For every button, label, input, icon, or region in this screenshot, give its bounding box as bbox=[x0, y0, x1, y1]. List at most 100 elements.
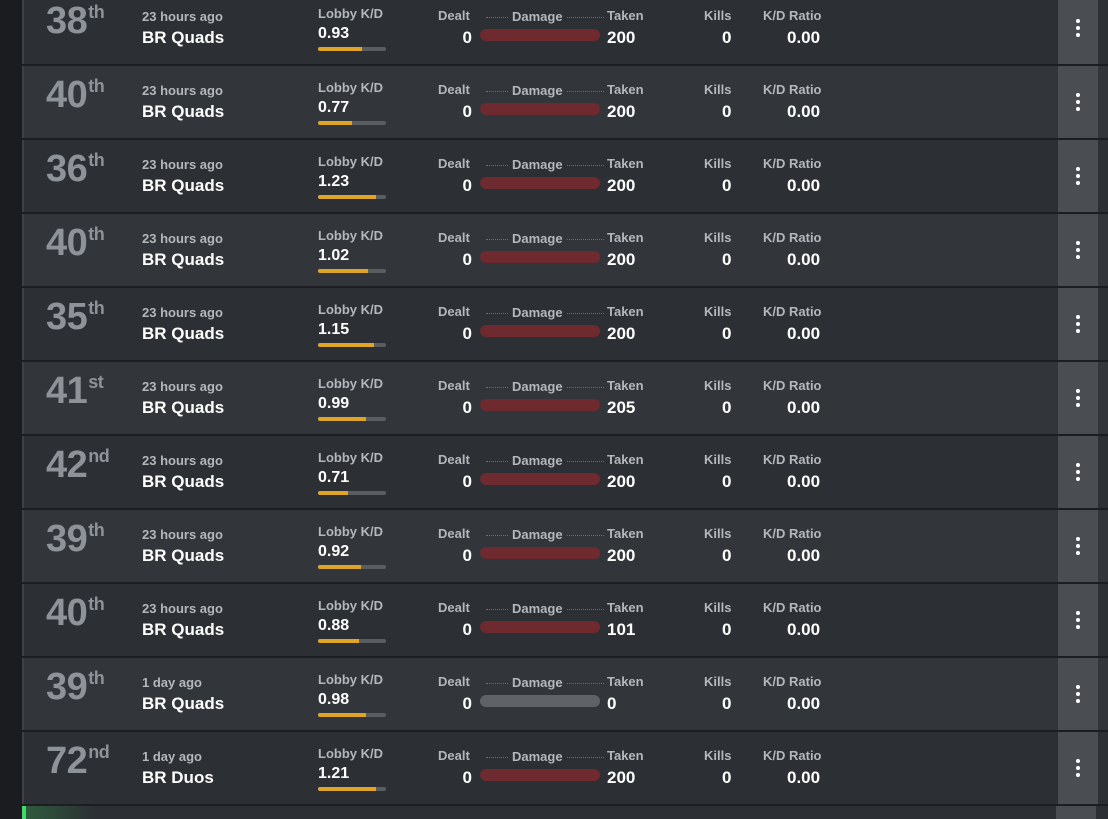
lobby-kd-bar-fill bbox=[318, 787, 376, 791]
lobby-kd-bar-fill bbox=[318, 565, 361, 569]
damage-bar bbox=[480, 769, 600, 781]
match-row[interactable]: 72nd 1 day ago BR Duos Lobby K/D 1.21 De… bbox=[22, 732, 1108, 804]
placement: 41st bbox=[46, 370, 104, 412]
kd-ratio-value: 0.00 bbox=[787, 28, 821, 47]
row-menu-button[interactable] bbox=[1058, 66, 1098, 138]
lobby-kd-bar-fill bbox=[318, 417, 366, 421]
damage-taken-value: 200 bbox=[607, 546, 636, 565]
lobby-kd-bar bbox=[318, 639, 386, 643]
lobby-kd-value: 0.93 bbox=[318, 25, 350, 42]
lobby-kd-label: Lobby K/D bbox=[318, 302, 383, 317]
dealt-label: Dealt bbox=[438, 600, 470, 615]
damage-label: Damage bbox=[508, 83, 567, 98]
match-row[interactable]: 40th 23 hours ago BR Quads Lobby K/D 0.7… bbox=[22, 66, 1108, 138]
match-row[interactable]: 42nd 23 hours ago BR Quads Lobby K/D 0.7… bbox=[22, 436, 1108, 508]
taken-label: Taken bbox=[607, 156, 644, 171]
kills-value: 0 bbox=[722, 324, 732, 343]
row-menu-button[interactable] bbox=[1058, 436, 1098, 508]
dealt-label: Dealt bbox=[438, 8, 470, 23]
row-menu-button[interactable] bbox=[1058, 362, 1098, 434]
kills-value: 0 bbox=[722, 398, 732, 417]
lobby-kd-value: 0.71 bbox=[318, 469, 350, 486]
placement-number: 38 bbox=[46, 0, 88, 42]
match-row[interactable]: 35th 23 hours ago BR Quads Lobby K/D 1.1… bbox=[22, 288, 1108, 360]
damage-bar bbox=[480, 177, 600, 189]
lobby-kd-bar bbox=[318, 565, 386, 569]
kills-value: 0 bbox=[722, 546, 732, 565]
row-menu-button[interactable] bbox=[1058, 140, 1098, 212]
damage-bar bbox=[480, 621, 600, 633]
row-menu-button[interactable] bbox=[1058, 658, 1098, 730]
placement-number: 42 bbox=[46, 444, 88, 486]
match-row[interactable]: 40th 23 hours ago BR Quads Lobby K/D 1.0… bbox=[22, 214, 1108, 286]
placement: 72nd bbox=[46, 742, 110, 780]
match-row[interactable]: 40th 23 hours ago BR Quads Lobby K/D 0.8… bbox=[22, 584, 1108, 656]
more-vertical-icon bbox=[1076, 463, 1080, 481]
placement-suffix: th bbox=[88, 224, 105, 244]
row-menu-button[interactable] bbox=[1058, 0, 1098, 64]
lobby-kd-bar bbox=[318, 343, 386, 347]
match-row[interactable]: 38th 23 hours ago BR Quads Lobby K/D 0.9… bbox=[22, 0, 1108, 64]
kills-label: Kills bbox=[704, 8, 732, 23]
more-vertical-icon bbox=[1076, 93, 1080, 111]
damage-label: Damage bbox=[508, 453, 567, 468]
match-mode: BR Quads bbox=[142, 102, 225, 121]
damage-taken-value: 200 bbox=[607, 768, 636, 787]
kd-ratio-label: K/D Ratio bbox=[763, 526, 822, 541]
kills-value: 0 bbox=[722, 28, 732, 47]
match-time: 1 day ago bbox=[142, 675, 202, 690]
row-menu-button[interactable] bbox=[1058, 510, 1098, 582]
damage-bar bbox=[480, 547, 600, 559]
damage-taken-value: 200 bbox=[607, 324, 636, 343]
kd-ratio-label: K/D Ratio bbox=[763, 452, 822, 467]
match-mode: BR Quads bbox=[142, 694, 225, 713]
match-time: 1 day ago bbox=[142, 749, 202, 764]
match-row[interactable]: 39th 1 day ago BR Quads Lobby K/D 0.98 D… bbox=[22, 658, 1108, 730]
kd-ratio-label: K/D Ratio bbox=[763, 600, 822, 615]
taken-label: Taken bbox=[607, 452, 644, 467]
row-menu-button[interactable] bbox=[1058, 732, 1098, 804]
damage-label: Damage bbox=[508, 675, 567, 690]
lobby-kd-bar bbox=[318, 195, 386, 199]
kills-label: Kills bbox=[704, 156, 732, 171]
damage-dealt-value: 0 bbox=[462, 398, 472, 417]
kd-ratio-value: 0.00 bbox=[787, 250, 821, 269]
dealt-label: Dealt bbox=[438, 304, 470, 319]
lobby-kd-bar bbox=[318, 787, 386, 791]
dealt-label: Dealt bbox=[438, 156, 470, 171]
match-row[interactable]: 39th 23 hours ago BR Quads Lobby K/D 0.9… bbox=[22, 510, 1108, 582]
damage-dealt-value: 0 bbox=[462, 694, 472, 713]
kd-ratio-value: 0.00 bbox=[787, 768, 821, 787]
kd-ratio-value: 0.00 bbox=[787, 398, 821, 417]
damage-dealt-value: 0 bbox=[462, 176, 472, 195]
placement: 38th bbox=[46, 0, 105, 42]
match-time: 23 hours ago bbox=[142, 231, 223, 246]
row-menu-button[interactable] bbox=[1058, 584, 1098, 656]
damage-label: Damage bbox=[508, 749, 567, 764]
next-row-accent bbox=[22, 806, 26, 819]
kd-ratio-label: K/D Ratio bbox=[763, 378, 822, 393]
damage-bar bbox=[480, 399, 600, 411]
row-menu-button[interactable] bbox=[1058, 214, 1098, 286]
match-row[interactable]: 41st 23 hours ago BR Quads Lobby K/D 0.9… bbox=[22, 362, 1108, 434]
next-match-row-partial[interactable] bbox=[22, 806, 1108, 819]
placement-number: 41 bbox=[46, 370, 88, 412]
lobby-kd-value: 0.77 bbox=[318, 99, 350, 116]
lobby-kd-value: 1.21 bbox=[318, 765, 350, 782]
placement-suffix: th bbox=[88, 594, 105, 614]
row-menu-button[interactable] bbox=[1058, 288, 1098, 360]
match-row[interactable]: 36th 23 hours ago BR Quads Lobby K/D 1.2… bbox=[22, 140, 1108, 212]
dealt-label: Dealt bbox=[438, 748, 470, 763]
match-mode: BR Duos bbox=[142, 768, 214, 787]
damage-dealt-value: 0 bbox=[462, 472, 472, 491]
match-time: 23 hours ago bbox=[142, 453, 223, 468]
more-vertical-icon bbox=[1076, 611, 1080, 629]
lobby-kd-value: 0.99 bbox=[318, 395, 350, 412]
next-row-menu-button[interactable] bbox=[1056, 806, 1096, 819]
kills-value: 0 bbox=[722, 694, 732, 713]
kills-label: Kills bbox=[704, 378, 732, 393]
match-mode: BR Quads bbox=[142, 472, 225, 491]
kills-label: Kills bbox=[704, 600, 732, 615]
kills-value: 0 bbox=[722, 102, 732, 121]
kills-label: Kills bbox=[704, 304, 732, 319]
